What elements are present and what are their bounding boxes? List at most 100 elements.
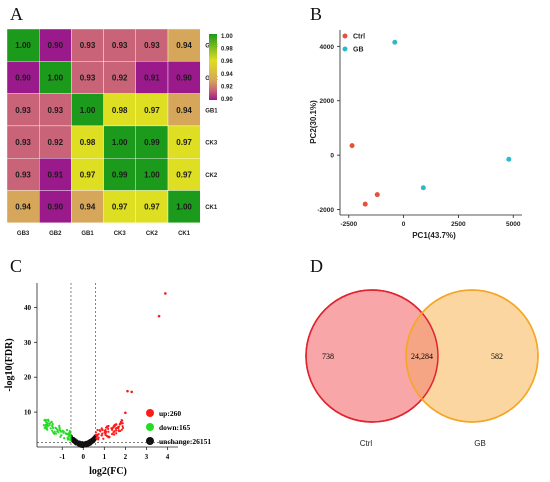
- heatmap-cell-label: 0.93: [80, 73, 96, 82]
- heatmap-cell-label: 0.93: [48, 106, 64, 115]
- volcano-point-up: [110, 427, 113, 430]
- heatmap-cell: [39, 61, 72, 94]
- heatmap-cell-label: 0.98: [112, 106, 128, 115]
- heatmap-cell-label: 0.97: [80, 170, 96, 179]
- volcano-point-up: [115, 429, 118, 432]
- volcano-point-down: [46, 425, 49, 428]
- heatmap-cell: [135, 125, 169, 159]
- volcano-point-down: [62, 431, 65, 434]
- volcano-x-tick-label: 2: [124, 453, 128, 461]
- heatmap-col-label: GB3: [17, 231, 30, 237]
- pca-legend-ctrl-marker: [342, 33, 348, 39]
- venn-ctrl-outline: [305, 289, 439, 423]
- volcano-panel: log2(FC) -log10(FDR) up:260 down:165 unc…: [4, 283, 211, 477]
- volcano-point-unchange: [93, 438, 97, 441]
- volcano-legend-down: down:165: [159, 423, 191, 432]
- heatmap-cell: [167, 190, 201, 223]
- volcano-x-tick-label: -1: [59, 453, 65, 461]
- heatmap-cell-label: 0.97: [176, 170, 192, 179]
- heatmap-cell-label: 0.91: [144, 73, 160, 82]
- heatmap-cell: [167, 28, 201, 62]
- heatmap-col-label: GB2: [49, 231, 62, 237]
- volcano-point-up: [121, 425, 124, 428]
- volcano-point-up: [114, 427, 118, 430]
- heatmap-cell-label: 0.97: [144, 106, 160, 115]
- heatmap-cell: [103, 28, 136, 62]
- volcano-point-up: [115, 423, 118, 426]
- heatmap-cell-label: 0.94: [176, 106, 192, 115]
- heatmap-cell: [103, 93, 136, 127]
- heatmap-cell-label: 0.97: [176, 138, 192, 147]
- volcano-point-up: [121, 422, 124, 425]
- volcano-point-down: [53, 430, 56, 433]
- heatmap-cell-label: 0.90: [48, 203, 64, 212]
- volcano-point-up: [96, 428, 99, 432]
- pca-x-label: PC1(43.7%): [412, 231, 456, 240]
- heatmap-row-label: CK1: [205, 205, 218, 211]
- volcano-x-tick-label: 3: [145, 453, 149, 461]
- volcano-point-down: [55, 427, 58, 430]
- volcano-point-unchange: [74, 443, 77, 446]
- volcano-point-up: [95, 433, 98, 437]
- heatmap-cell: [135, 28, 169, 62]
- colorbar-ticks: 1.00 0.98 0.96 0.94 0.92 0.90: [221, 34, 233, 103]
- volcano-point-down: [66, 436, 69, 439]
- volcano-point-down: [69, 437, 72, 440]
- heatmap-cell: [167, 157, 201, 191]
- heatmap-cell: [39, 125, 72, 159]
- volcano-point-down: [50, 420, 53, 424]
- volcano-point-down: [43, 426, 46, 429]
- heatmap-col-label: CK1: [178, 231, 191, 237]
- pca-x-tick-label: 5000: [506, 221, 521, 228]
- volcano-point-unchange: [89, 440, 92, 443]
- volcano-point-down: [52, 426, 55, 429]
- heatmap-cell-label: 0.92: [112, 73, 128, 82]
- heatmap-col-label: GB1: [81, 231, 94, 237]
- heatmap-panel: 1.00 0.90 0.93 0.93 0.93 0.94 0.90 1.00 0.93 0.92…: [6, 28, 218, 237]
- pca-y-tick-label: 2000: [320, 98, 335, 105]
- volcano-point-up: [104, 432, 107, 436]
- heatmap-cell: [6, 190, 40, 223]
- pca-point-gb: [420, 185, 426, 191]
- volcano-point-up: [113, 430, 116, 433]
- heatmap-cell-label: 1.00: [48, 73, 64, 82]
- heatmap-cell: [103, 125, 136, 159]
- pca-legend-ctrl: Ctrl: [353, 34, 365, 41]
- volcano-legend-unchange: unchange:26151: [159, 437, 211, 446]
- colorbar: [209, 34, 217, 100]
- pca-point-gb: [392, 39, 398, 45]
- volcano-point-unchange: [86, 441, 89, 444]
- volcano-point-up: [107, 430, 110, 433]
- colorbar-tick-label: 1.00: [221, 34, 233, 40]
- volcano-point-down: [51, 429, 54, 432]
- volcano-point-down: [69, 439, 72, 442]
- heatmap-cell-label: 0.93: [15, 138, 31, 147]
- heatmap-cell: [167, 61, 201, 94]
- volcano-y-tick-label: 30: [24, 339, 32, 347]
- heatmap-cell-label: 0.92: [48, 138, 64, 147]
- heatmap-cell: [6, 93, 40, 127]
- volcano-point-up: [126, 389, 129, 393]
- heatmap-cell: [167, 93, 201, 127]
- heatmap-cell-label: 0.90: [48, 41, 64, 50]
- venn-ctrl-only: 738: [322, 352, 334, 361]
- volcano-point-down: [42, 424, 45, 427]
- heatmap-cell-label: 1.00: [176, 203, 192, 212]
- heatmap-cell: [103, 190, 136, 223]
- heatmap-cell-label: 0.93: [15, 106, 31, 115]
- heatmap-cell: [6, 157, 40, 191]
- heatmap-cell-label: 1.00: [15, 41, 31, 50]
- pca-x-tick-label: 0: [402, 221, 406, 228]
- volcano-point-up: [120, 428, 123, 431]
- volcano-point-up: [112, 426, 115, 429]
- heatmap-cell-label: 0.94: [176, 41, 192, 50]
- volcano-point-down: [53, 432, 56, 435]
- volcano-point-up: [119, 429, 122, 433]
- volcano-point-up: [101, 432, 104, 435]
- pca-y-label: PC2(30.1%): [309, 100, 318, 144]
- venn-gb-label: GB: [474, 439, 486, 448]
- volcano-point-down: [59, 430, 63, 433]
- pca-y-tick-label: 4000: [320, 44, 335, 51]
- volcano-point-up: [102, 437, 105, 440]
